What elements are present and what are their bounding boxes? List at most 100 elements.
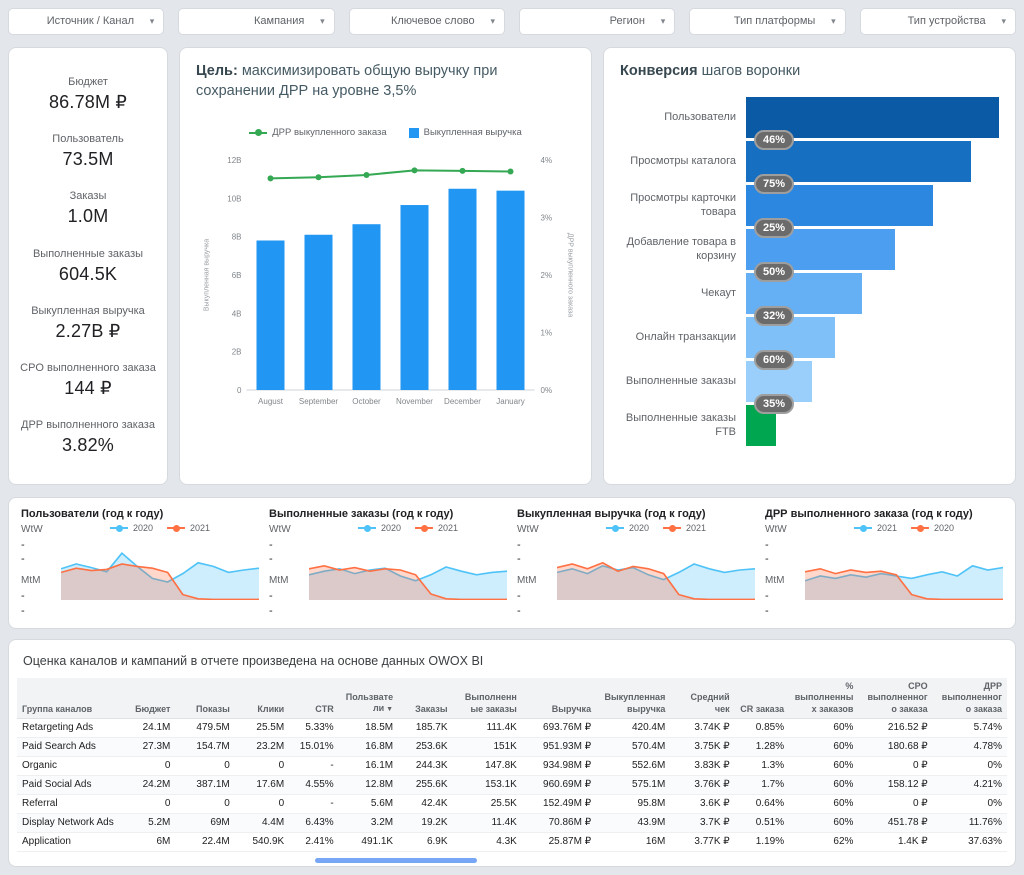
filter-keyword[interactable]: Ключевое слово ▾ [348,8,505,35]
revenue-bar[interactable] [304,234,333,391]
svg-text:12B: 12B [227,156,241,165]
funnel-row: Выполненные заказы [620,360,999,404]
table-cell: 27.3M [120,737,176,757]
kpi-label: Заказы [69,190,107,203]
legend-line-icon [911,524,929,532]
conversion-badge: 25% [754,217,795,238]
spark-legend: 2020 2021 [61,523,259,533]
legend-label: 2021 [438,523,459,533]
column-header[interactable]: CTR [289,678,339,719]
column-header[interactable]: % выполненных заказов [789,678,859,719]
filter-label: Ключевое слово [390,14,475,27]
kpi-label: Бюджет [68,76,108,89]
kpi-label: ДРР выполненного заказа [21,418,155,431]
funnel-chart[interactable]: Пользователи Просмотры каталога Просмотры … [620,96,999,448]
revenue-bar[interactable] [256,240,285,391]
column-header[interactable]: CPO выполненного заказа [858,678,933,719]
drr-point[interactable] [507,168,514,175]
table-cell: 3.7K ₽ [670,813,735,833]
column-header[interactable]: Бюджет [120,678,176,719]
table-cell: 60% [789,737,859,757]
goal-combo-svg[interactable]: 0 2B 4B 6B 8B 10B 12B 0% 1% 2% 3% 4% Выкупленная выр… [196,144,575,436]
column-header[interactable]: Средний чек [670,678,735,719]
drr-point[interactable] [411,167,418,174]
kpi-budget: Бюджет 86.78M ₽ [13,76,163,113]
svg-text:December: December [444,397,481,406]
table-cell: 16.8M [338,737,399,757]
table-row[interactable]: Display Network Ads 5.2M 69M 4.4M 6.43% 3.2M 1… [17,813,1007,833]
column-header[interactable]: CR заказа [734,678,790,719]
spark-chart[interactable] [805,536,1003,600]
revenue-bar[interactable] [448,188,477,391]
table-row[interactable]: Paid Search Ads 27.3M 154.7M 23.2M 15.01% 16.… [17,737,1007,757]
table-cell: 0% [932,756,1007,776]
kpi-value: 144 ₽ [64,377,112,398]
svg-text:January: January [496,397,524,406]
filter-platform-type[interactable]: Тип платформы ▾ [689,8,846,35]
svg-text:0: 0 [237,386,242,395]
mtm-value: - [21,589,25,602]
table-cell: 3.77K ₽ [670,832,735,852]
drr-point[interactable] [459,168,466,175]
wtw-value: - [21,538,25,551]
filter-campaign[interactable]: Кампания ▾ [178,8,335,35]
column-header[interactable]: Группа каналов [17,678,121,719]
column-header[interactable]: Клики [234,678,290,719]
kpi-value: 3.82% [61,434,115,455]
funnel-row: Добавление товара в корзину [620,228,999,272]
revenue-bar[interactable] [400,205,429,391]
goal-combo-chart: ДРР выкупленного заказа Выкупленная выруч… [196,101,575,441]
legend-label: 2021 [876,523,897,533]
column-header[interactable]: Показы [175,678,235,719]
column-header[interactable]: Пользватели ▼ [338,678,399,719]
drr-point[interactable] [267,175,274,182]
spark-chart[interactable] [557,536,755,600]
spark-chart[interactable] [309,536,507,600]
legend-item: 2021 [415,523,458,533]
horizontal-scrollbar-thumb[interactable] [315,858,477,863]
table-row[interactable]: Paid Social Ads 24.2M 387.1M 17.6M 4.55% 12.8… [17,775,1007,795]
spark-chart[interactable] [61,536,259,600]
legend-item: 2020 [109,523,153,533]
svg-text:0%: 0% [541,386,553,395]
wtw-label: WtW [269,524,291,535]
legend-line-icon [249,129,268,137]
table-row[interactable]: Referral 0 0 0-5.6M 42.4K 25.5K 152.49M ₽95.8M… [17,794,1007,814]
column-header[interactable]: Выручка [521,678,597,719]
table-cell: 491.1K [338,832,399,852]
table-cell: Referral [17,794,121,814]
table-row[interactable]: Retargeting Ads 24.1M 479.5M 25.5M 5.33% 18.5… [17,718,1007,738]
column-header[interactable]: Выполненные заказы [452,678,522,719]
filter-region[interactable]: Регион ▾ [518,8,676,35]
filter-source-channel[interactable]: Источник / Канал ▾ [8,8,165,35]
table-cell: Retargeting Ads [17,718,121,738]
table-cell: 3.75K ₽ [670,737,735,757]
drr-point[interactable] [363,172,370,179]
mtm-label: MtM [21,575,41,587]
revenue-bar[interactable] [496,190,525,391]
table-cell: 95.8M [596,794,671,814]
revenue-bar[interactable] [352,224,381,391]
table-cell: 69M [175,813,235,833]
column-header[interactable]: Выкупленная выручка [596,678,671,719]
legend-line-icon [415,524,433,532]
drr-point[interactable] [315,174,322,181]
table-cell: 1.28% [734,737,790,757]
filter-device-type[interactable]: Тип устройства ▾ [859,8,1016,35]
table-cell: 0.51% [734,813,790,833]
table-cell: 0 [175,794,235,814]
filter-label: Источник / Канал [46,14,134,27]
table-row[interactable]: Application 6M 22.4M 540.9K 2.41% 491.1K 6.9K 4… [17,832,1007,852]
table-cell: 12.8M [338,775,399,795]
table-cell: 4.3K [452,832,522,852]
table-cell: 0 [175,756,235,776]
funnel-title-rest: шагов воронки [697,63,801,79]
table-cell: 0% [932,794,1007,814]
table-cell: 5.6M [338,794,399,814]
conversion-badge: 35% [754,393,795,414]
table-row[interactable]: Organic 0 0 0-16.1M 244.3K 147.8K 934.98M ₽552… [17,756,1007,776]
legend-item: 2021 [663,523,706,533]
column-header[interactable]: ДРР выполненного заказа [932,678,1007,719]
spark-legend: 2020 2021 [557,523,755,533]
column-header[interactable]: Заказы [398,678,453,719]
